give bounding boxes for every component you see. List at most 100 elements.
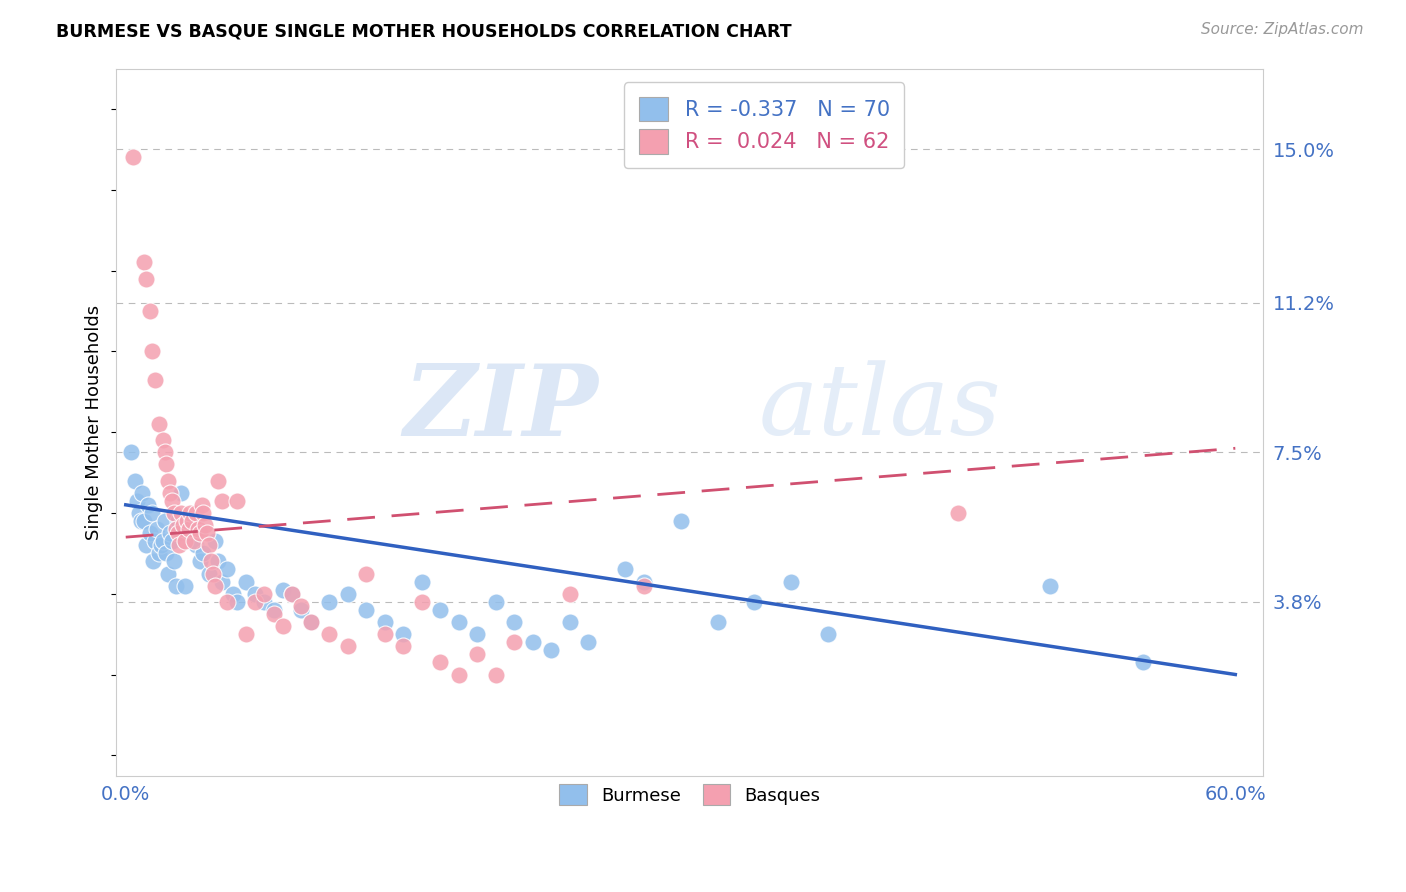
Point: [374, 627, 396, 641]
Point: [194, 518, 217, 533]
Point: [152, 534, 174, 549]
Point: [174, 579, 197, 593]
Point: [134, 514, 156, 528]
Point: [211, 574, 233, 589]
Point: [540, 643, 562, 657]
Point: [299, 615, 322, 629]
Point: [225, 595, 247, 609]
Point: [484, 595, 506, 609]
Point: [281, 587, 304, 601]
Text: Source: ZipAtlas.com: Source: ZipAtlas.com: [1201, 22, 1364, 37]
Point: [163, 554, 186, 568]
Point: [165, 579, 187, 593]
Point: [217, 562, 239, 576]
Point: [336, 639, 359, 653]
Point: [148, 546, 170, 560]
Point: [141, 344, 163, 359]
Point: [503, 615, 526, 629]
Point: [299, 615, 322, 629]
Point: [159, 526, 181, 541]
Point: [172, 518, 194, 533]
Point: [146, 522, 169, 536]
Point: [392, 639, 415, 653]
Point: [253, 587, 276, 601]
Point: [235, 627, 257, 641]
Text: BURMESE VS BASQUE SINGLE MOTHER HOUSEHOLDS CORRELATION CHART: BURMESE VS BASQUE SINGLE MOTHER HOUSEHOL…: [56, 22, 792, 40]
Point: [706, 615, 728, 629]
Point: [447, 615, 470, 629]
Point: [153, 514, 176, 528]
Point: [170, 506, 193, 520]
Point: [157, 474, 180, 488]
Point: [207, 474, 229, 488]
Point: [170, 485, 193, 500]
Point: [290, 603, 312, 617]
Point: [946, 506, 969, 520]
Point: [318, 595, 340, 609]
Point: [614, 562, 637, 576]
Point: [211, 493, 233, 508]
Point: [290, 599, 312, 613]
Point: [318, 627, 340, 641]
Point: [153, 445, 176, 459]
Point: [217, 595, 239, 609]
Point: [177, 522, 200, 536]
Point: [157, 566, 180, 581]
Point: [169, 538, 191, 552]
Point: [159, 485, 181, 500]
Point: [207, 554, 229, 568]
Point: [148, 417, 170, 431]
Point: [411, 574, 433, 589]
Point: [128, 506, 150, 520]
Point: [190, 498, 212, 512]
Point: [744, 595, 766, 609]
Point: [225, 493, 247, 508]
Point: [166, 526, 188, 541]
Point: [336, 587, 359, 601]
Point: [669, 514, 692, 528]
Point: [354, 603, 377, 617]
Point: [179, 526, 201, 541]
Point: [125, 493, 148, 508]
Point: [465, 648, 488, 662]
Point: [281, 587, 304, 601]
Point: [198, 566, 221, 581]
Point: [143, 534, 166, 549]
Point: [558, 615, 581, 629]
Point: [166, 514, 188, 528]
Point: [633, 579, 655, 593]
Point: [187, 522, 209, 536]
Point: [253, 595, 276, 609]
Point: [155, 458, 177, 472]
Point: [198, 538, 221, 552]
Point: [129, 514, 152, 528]
Point: [245, 587, 267, 601]
Point: [135, 538, 157, 552]
Point: [222, 587, 245, 601]
Point: [271, 582, 294, 597]
Point: [392, 627, 415, 641]
Point: [263, 603, 285, 617]
Point: [165, 522, 187, 536]
Point: [188, 554, 211, 568]
Point: [188, 526, 211, 541]
Point: [429, 656, 451, 670]
Point: [204, 534, 226, 549]
Point: [817, 627, 839, 641]
Point: [152, 433, 174, 447]
Point: [558, 587, 581, 601]
Point: [122, 150, 145, 164]
Point: [160, 493, 183, 508]
Point: [184, 538, 207, 552]
Point: [143, 373, 166, 387]
Point: [155, 546, 177, 560]
Point: [160, 534, 183, 549]
Point: [142, 554, 165, 568]
Point: [120, 445, 142, 459]
Text: ZIP: ZIP: [404, 359, 598, 456]
Point: [201, 566, 224, 581]
Point: [503, 635, 526, 649]
Point: [135, 271, 157, 285]
Point: [200, 554, 222, 568]
Y-axis label: Single Mother Households: Single Mother Households: [86, 304, 103, 540]
